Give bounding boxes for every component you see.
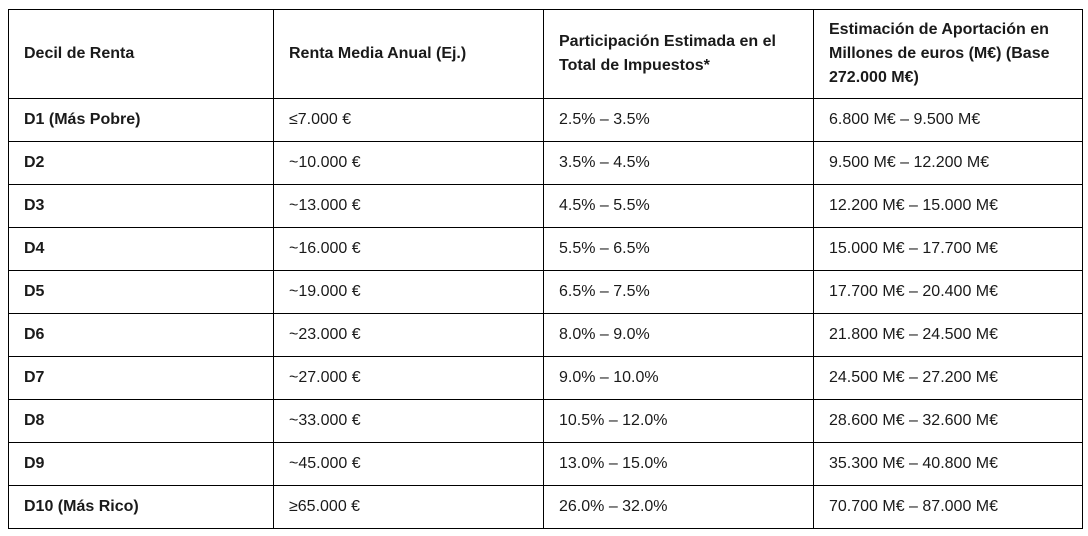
data-cell: 26.0% – 32.0% xyxy=(543,485,814,529)
data-cell: 10.5% – 12.0% xyxy=(543,399,814,443)
data-cell: ~16.000 € xyxy=(273,227,544,271)
data-cell: 6.5% – 7.5% xyxy=(543,270,814,314)
data-cell: 28.600 M€ – 32.600 M€ xyxy=(813,399,1083,443)
data-cell: 8.0% – 9.0% xyxy=(543,313,814,357)
data-cell: 4.5% – 5.5% xyxy=(543,184,814,228)
data-cell: 70.700 M€ – 87.000 M€ xyxy=(813,485,1083,529)
table-row: D2 ~10.000 €3.5% – 4.5% 9.500 M€ – 12.200 … xyxy=(8,141,1083,185)
data-cell: 9.500 M€ – 12.200 M€ xyxy=(813,141,1083,185)
data-cell: ~10.000 € xyxy=(273,141,544,185)
data-cell: ≤7.000 € xyxy=(273,98,544,142)
data-cell: ≥65.000 € xyxy=(273,485,544,529)
table-row: D8 ~33.000 €10.5% – 12.0% 28.600 M€ – 32.6… xyxy=(8,399,1083,443)
data-cell: 13.0% – 15.0% xyxy=(543,442,814,486)
table-body: D1 (Más Pobre) ≤7.000 €2.5% – 3.5% 6.800 M… xyxy=(8,98,1083,529)
row-label-cell: D7 xyxy=(8,356,274,400)
row-label-cell: D8 xyxy=(8,399,274,443)
data-cell: 2.5% – 3.5% xyxy=(543,98,814,142)
row-label-cell: D3 xyxy=(8,184,274,228)
table-row: D4 ~16.000 €5.5% – 6.5% 15.000 M€ – 17.700… xyxy=(8,227,1083,271)
row-label-cell: D5 xyxy=(8,270,274,314)
data-cell: 17.700 M€ – 20.400 M€ xyxy=(813,270,1083,314)
data-cell: 6.800 M€ – 9.500 M€ xyxy=(813,98,1083,142)
data-cell: 15.000 M€ – 17.700 M€ xyxy=(813,227,1083,271)
data-cell: 5.5% – 6.5% xyxy=(543,227,814,271)
data-cell: 3.5% – 4.5% xyxy=(543,141,814,185)
row-label-cell: D2 xyxy=(8,141,274,185)
data-cell: 9.0% – 10.0% xyxy=(543,356,814,400)
row-label-cell: D9 xyxy=(8,442,274,486)
data-cell: 21.800 M€ – 24.500 M€ xyxy=(813,313,1083,357)
row-label-cell: D4 xyxy=(8,227,274,271)
data-cell: ~45.000 € xyxy=(273,442,544,486)
table-row: D3 ~13.000 €4.5% – 5.5% 12.200 M€ – 15.000… xyxy=(8,184,1083,228)
column-header-estimacion-aportacion: Estimación de Aportación en Millones de … xyxy=(813,9,1083,99)
table-row: D5 ~19.000 €6.5% – 7.5% 17.700 M€ – 20.400… xyxy=(8,270,1083,314)
column-header-participacion-estimada: Participación Estimada en el Total de Im… xyxy=(543,9,814,99)
column-header-decil-de-renta: Decil de Renta xyxy=(8,9,274,99)
table-row: D10 (Más Rico) ≥65.000 €26.0% – 32.0% 70.7… xyxy=(8,485,1083,529)
data-cell: ~13.000 € xyxy=(273,184,544,228)
data-cell: ~19.000 € xyxy=(273,270,544,314)
data-cell: 35.300 M€ – 40.800 M€ xyxy=(813,442,1083,486)
income-decile-tax-table: Decil de Renta Renta Media Anual (Ej.) P… xyxy=(8,9,1083,529)
table-row: D7 ~27.000 €9.0% – 10.0% 24.500 M€ – 27.20… xyxy=(8,356,1083,400)
column-header-renta-media-anual: Renta Media Anual (Ej.) xyxy=(273,9,544,99)
data-cell: 12.200 M€ – 15.000 M€ xyxy=(813,184,1083,228)
data-cell: ~33.000 € xyxy=(273,399,544,443)
row-label-cell: D6 xyxy=(8,313,274,357)
table-row: D1 (Más Pobre) ≤7.000 €2.5% – 3.5% 6.800 M… xyxy=(8,98,1083,142)
table-row: D9 ~45.000 €13.0% – 15.0% 35.300 M€ – 40.8… xyxy=(8,442,1083,486)
data-cell: ~27.000 € xyxy=(273,356,544,400)
data-cell: 24.500 M€ – 27.200 M€ xyxy=(813,356,1083,400)
row-label-cell: D1 (Más Pobre) xyxy=(8,98,274,142)
header-row: Decil de Renta Renta Media Anual (Ej.) P… xyxy=(8,9,1083,99)
data-cell: ~23.000 € xyxy=(273,313,544,357)
table-row: D6 ~23.000 €8.0% – 9.0% 21.800 M€ – 24.500… xyxy=(8,313,1083,357)
row-label-cell: D10 (Más Rico) xyxy=(8,485,274,529)
